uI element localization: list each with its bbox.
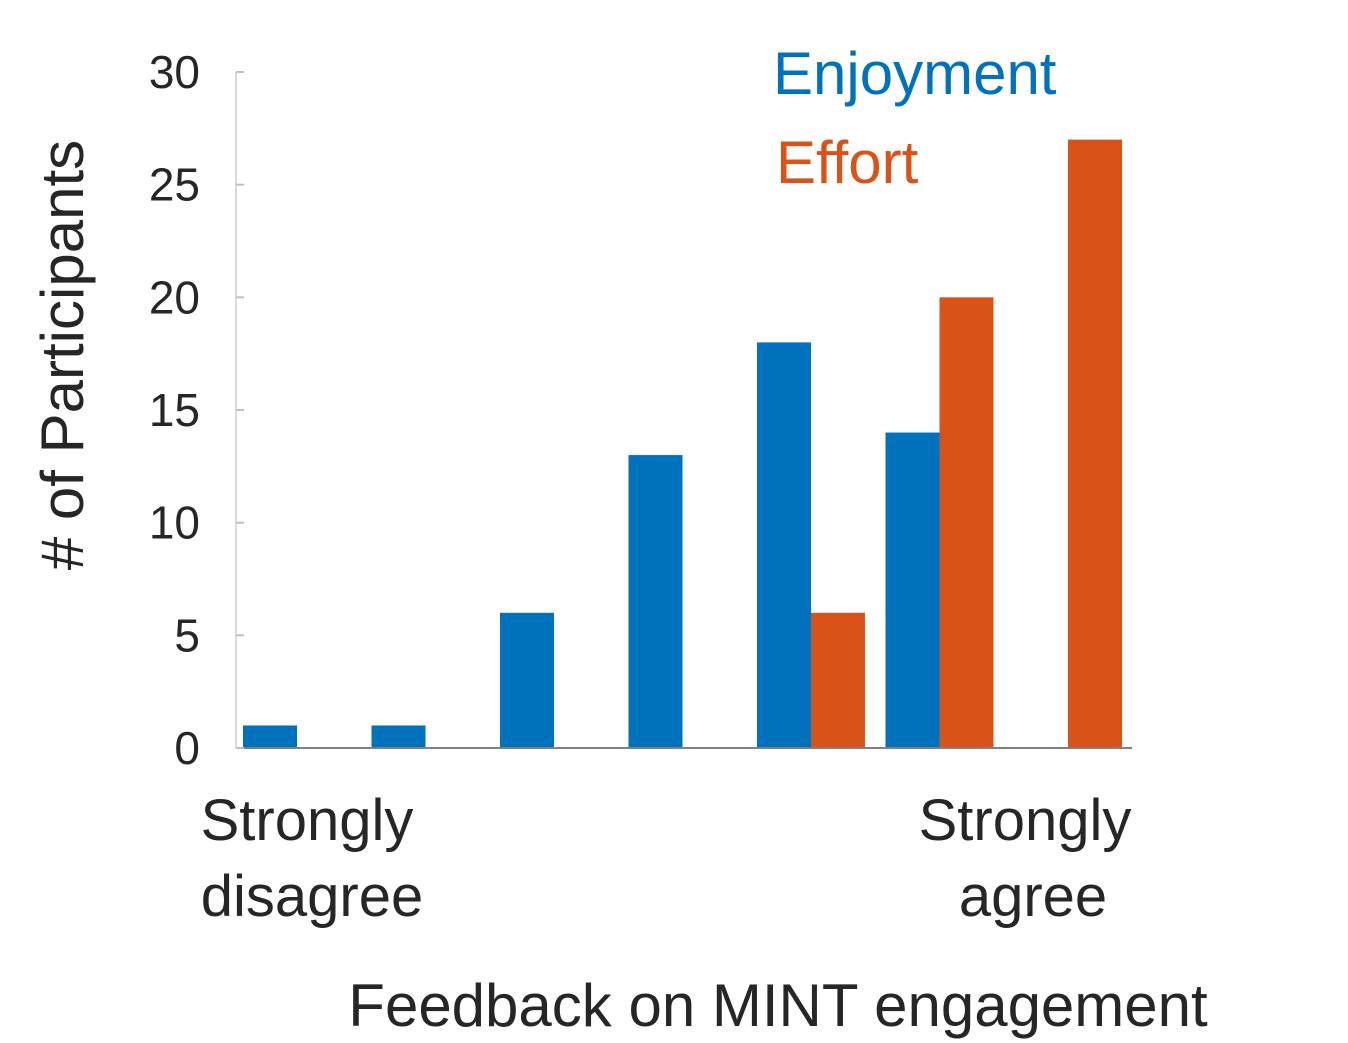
legend: Enjoyment Effort [773,40,1057,196]
y-tick-label: 20 [149,271,200,323]
bar-effort-7 [1068,139,1122,749]
bar-effort-6 [939,297,994,748]
y-tick-label: 10 [149,497,200,549]
y-tick-label: 25 [149,159,200,211]
x-end-label-right-line1: Strongly [919,788,1132,853]
bar-enjoyment-4 [628,455,683,748]
bars-group [243,139,1122,749]
bar-enjoyment-5 [757,342,811,748]
x-end-label-right-line2: agree [959,864,1107,929]
y-axis-label: # of Participants [29,140,96,570]
y-tick-label: 0 [174,722,200,774]
bar-enjoyment-1 [243,725,297,748]
x-end-label-left-line1: Strongly [201,788,414,853]
legend-entry-effort: Effort [776,129,919,196]
x-axis-label: Feedback on MINT engagement [348,972,1208,1039]
legend-entry-enjoyment: Enjoyment [773,40,1057,107]
x-end-label-left-line2: disagree [201,864,423,929]
y-ticks-group: 0 5 10 15 20 25 30 [149,46,244,774]
y-tick-label: 5 [174,609,200,661]
y-tick-label: 30 [149,46,200,98]
bar-enjoyment-2 [371,725,426,748]
bar-effort-5 [811,612,865,748]
axes-group [235,72,1132,749]
bar-enjoyment-6 [885,432,940,748]
bar-enjoyment-3 [500,612,554,748]
y-tick-label: 15 [149,384,200,436]
